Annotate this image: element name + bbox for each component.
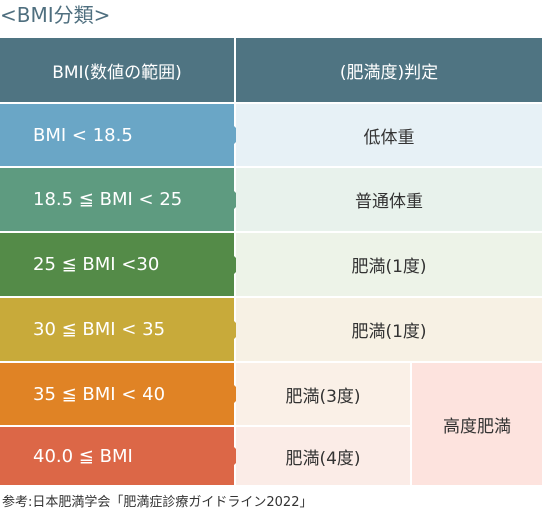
judgement-label: 肥満(4度): [285, 448, 361, 469]
range-label: 18.5 ≦ BMI < 25: [33, 189, 183, 210]
judgement-label: 低体重: [363, 127, 415, 148]
judgement-cell-obese-1b: 肥満(1度): [236, 298, 542, 361]
judgement-label: 肥満(1度): [351, 257, 427, 277]
header-judgement: (肥満度)判定: [236, 38, 542, 102]
judgement-label: 普通体重: [355, 192, 423, 212]
judgement-cell-severe-obesity: 高度肥満: [412, 363, 542, 485]
range-cell-underweight: BMI < 18.5: [0, 104, 243, 166]
judgement-cell-underweight: 低体重: [236, 104, 542, 166]
judgement-label: 肥満(3度): [285, 386, 361, 407]
header-range: BMI(数値の範囲): [0, 38, 234, 102]
range-label: BMI < 18.5: [33, 124, 133, 146]
range-label: 30 ≦ BMI < 35: [33, 319, 166, 340]
source-footnote: 参考:日本肥満学会「肥満症診療ガイドライン2022」: [2, 495, 313, 510]
range-cell-obese-4: 40.0 ≦ BMI: [0, 427, 243, 485]
range-cell-normal: 18.5 ≦ BMI < 25: [0, 168, 243, 231]
page-title: <BMI分類>: [0, 3, 111, 27]
range-label: 25 ≦ BMI <30: [33, 254, 160, 275]
range-cell-obese-1b: 30 ≦ BMI < 35: [0, 298, 243, 361]
judgement-cell-obese-4: 肥満(4度): [236, 427, 410, 485]
range-cell-obese-3: 35 ≦ BMI < 40: [0, 363, 243, 425]
range-cell-obese-1a: 25 ≦ BMI <30: [0, 233, 243, 296]
judgement-label: 肥満(1度): [351, 322, 427, 342]
bmi-classification-table: BMI(数値の範囲) (肥満度)判定 BMI < 18.5 低体重 18.5 ≦…: [0, 38, 542, 485]
judgement-cell-obese-1a: 肥満(1度): [236, 233, 542, 296]
judgement-cell-obese-3: 肥満(3度): [236, 363, 410, 425]
range-label: 40.0 ≦ BMI: [33, 445, 133, 467]
judgement-label: 高度肥満: [443, 416, 511, 437]
judgement-cell-normal: 普通体重: [236, 168, 542, 231]
range-label: 35 ≦ BMI < 40: [33, 383, 166, 405]
